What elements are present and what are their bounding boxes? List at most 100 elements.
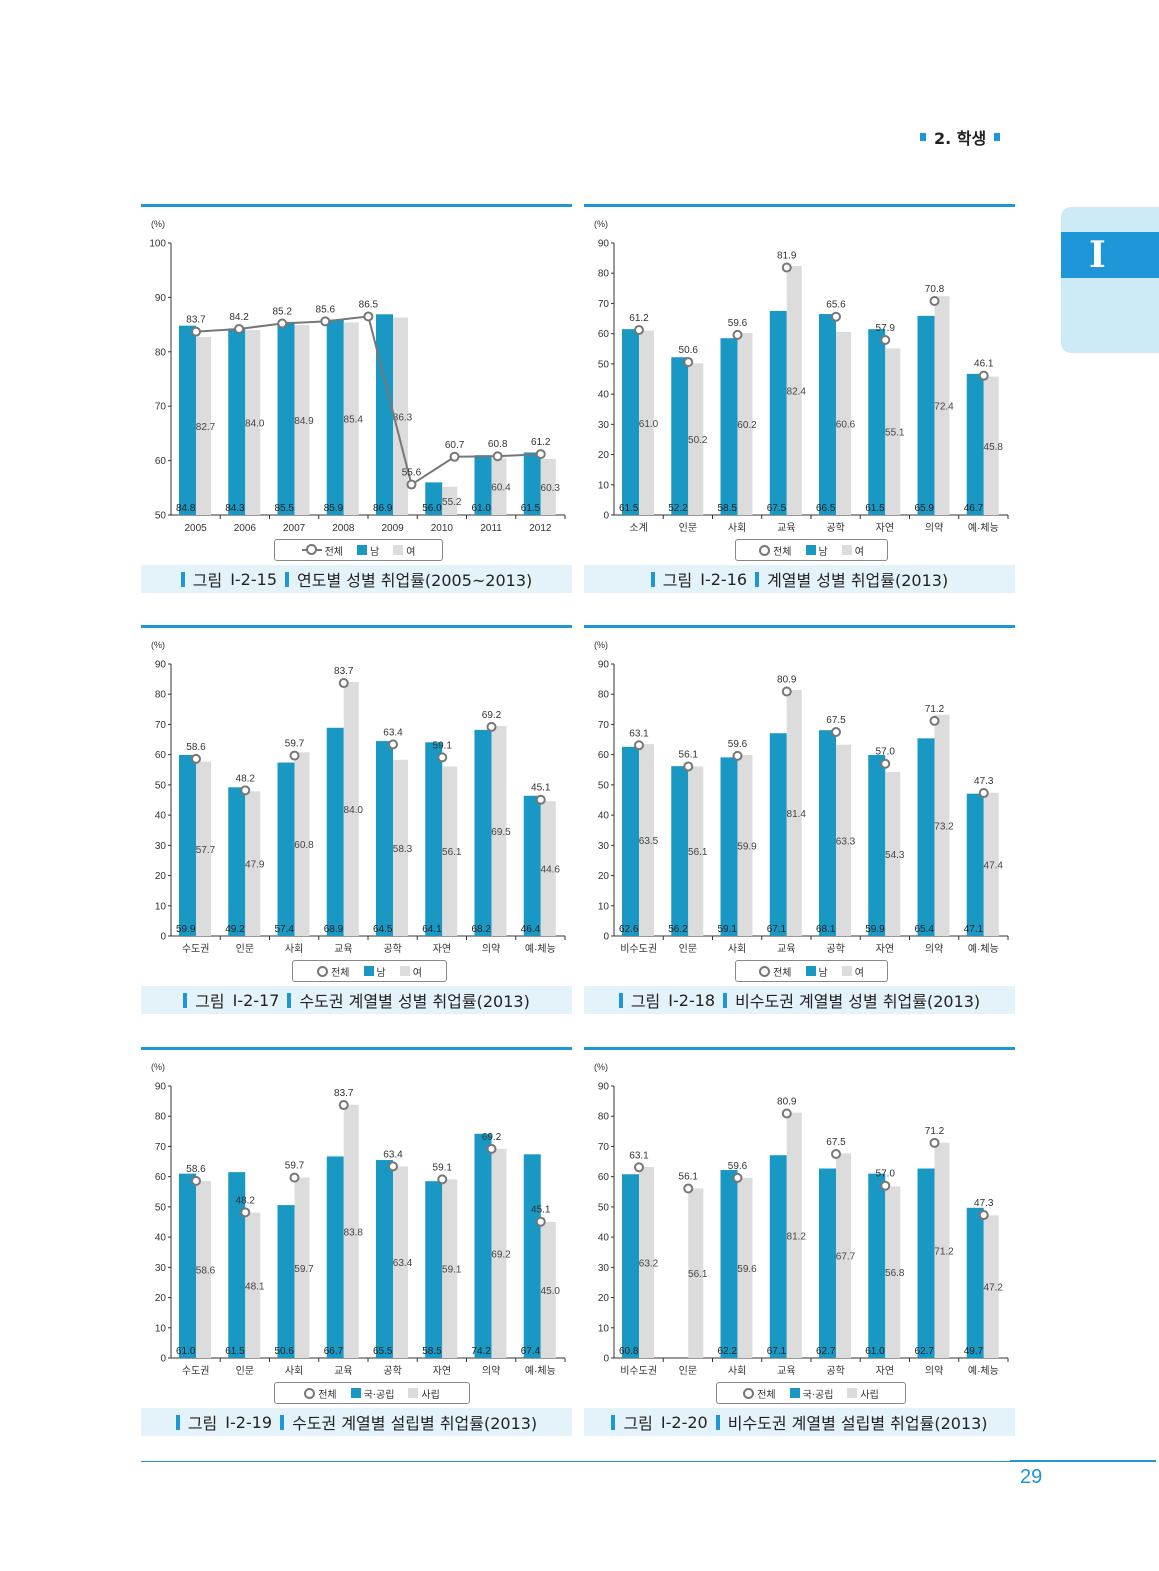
figure-caption: 그림 Ⅰ-2-19 수도권 계열별 설립별 취업률(2013) [141, 1408, 572, 1436]
y-tick-label: 50 [598, 359, 610, 370]
y-tick-label: 80 [598, 1112, 610, 1123]
total-value-label: 71.2 [925, 1126, 945, 1137]
secondary-value-label: 45.8 [984, 442, 1004, 453]
bar-사립 [639, 1166, 654, 1358]
total-value-label: 85.6 [316, 304, 336, 315]
total-value-label: 50.6 [679, 345, 699, 356]
chart-panel: (%) 0 10 20 30 40 50 60 70 80 90 소계 61.5 61.0 인문 52.2 50… [584, 204, 1015, 593]
primary-value-label: 84.3 [225, 503, 245, 514]
x-category-label: 인문 [679, 522, 697, 534]
total-value-label: 46.1 [974, 359, 994, 370]
marker-전체 [535, 1216, 546, 1227]
total-value-label: 55.6 [402, 468, 422, 479]
bar-여 [491, 458, 507, 515]
total-value-label: 63.4 [383, 727, 403, 738]
legend-label: 남 [818, 546, 828, 558]
legend-label: 전체 [331, 967, 350, 979]
bar-남 [917, 738, 935, 936]
bar-사립 [836, 1153, 851, 1358]
y-tick-label: 40 [155, 811, 167, 822]
primary-value-label: 85.9 [324, 503, 344, 514]
marker-전체 [388, 1161, 398, 1172]
legend-marker-icon [301, 544, 322, 555]
x-category-label: 의약 [482, 943, 500, 955]
legend-label: 전체 [324, 546, 343, 558]
x-category-label: 인문 [236, 1365, 254, 1377]
legend-item: 전체 [304, 1386, 337, 1401]
primary-value-label: 65.9 [915, 503, 935, 514]
primary-value-label: 62.2 [718, 1346, 738, 1357]
x-category-label: 교육 [777, 1365, 795, 1377]
caption-bar-icon [723, 992, 728, 1008]
bar-여 [442, 486, 458, 515]
y-unit-label: (%) [594, 219, 608, 229]
bar-남 [720, 338, 738, 515]
x-category-label: 의약 [925, 522, 943, 534]
y-tick-label: 70 [598, 720, 610, 731]
legend-label: 남 [818, 967, 828, 979]
caption-title: 계열별 성별 취업률(2013) [767, 571, 949, 590]
x-category-label: 예·체능 [968, 943, 999, 955]
marker-전체 [338, 1100, 349, 1111]
legend-label: 남 [376, 967, 386, 979]
secondary-value-label: 69.5 [491, 827, 511, 838]
bar-여 [393, 759, 408, 936]
y-tick-label: 30 [598, 841, 610, 852]
primary-value-label: 68.2 [472, 924, 492, 935]
bar-여 [393, 317, 408, 515]
x-category-label: 2009 [382, 523, 405, 534]
chart-legend: 전체 남 여 [735, 539, 888, 561]
total-value-label: 59.7 [285, 1161, 305, 1172]
total-value-label: 48.2 [236, 1195, 256, 1206]
bar-국·공립 [277, 1205, 295, 1358]
caption-bar-icon [618, 992, 623, 1008]
bar-국·공립 [966, 1207, 984, 1358]
bar-여 [196, 761, 211, 936]
y-tick-label: 100 [149, 239, 166, 250]
total-value-label: 70.8 [925, 284, 945, 295]
caption-bar-icon [175, 1414, 180, 1430]
chart-panel: (%) 50 60 70 80 90 100 2005 84.8 82.7 2006 84.3 84.0… [141, 204, 572, 593]
legend-marker-icon [317, 965, 329, 977]
chart-legend: 전체 남 여 [735, 960, 888, 982]
caption-number: Ⅰ-2-15 [230, 569, 277, 589]
primary-value-label: 61.5 [521, 503, 541, 514]
secondary-value-label: 86.3 [393, 412, 413, 423]
primary-value-label: 46.4 [521, 924, 541, 935]
x-category-label: 2006 [234, 523, 257, 534]
marker-전체 [320, 316, 331, 327]
x-category-label: 비수도권 [620, 1365, 657, 1377]
legend-swatch-icon [399, 966, 410, 976]
bar-사립 [688, 1188, 704, 1358]
bar-여 [737, 754, 753, 936]
total-value-label: 84.2 [229, 312, 249, 323]
x-category-label: 공학 [826, 1365, 844, 1377]
secondary-value-label: 63.3 [836, 836, 856, 847]
total-value-label: 63.1 [629, 728, 649, 739]
bar-chart: (%) 0 10 20 30 40 50 60 70 80 90 수도권 61.0 58.6 인문 61.5 4… [151, 1062, 566, 1377]
primary-value-label: 50.6 [275, 1346, 295, 1357]
total-value-label: 69.2 [482, 710, 502, 721]
secondary-value-label: 56.1 [442, 847, 462, 858]
legend-item: 사립 [847, 1386, 879, 1401]
bar-남 [425, 482, 443, 515]
marker-전체 [732, 329, 743, 340]
y-tick-label: 20 [598, 450, 610, 461]
marker-전체 [831, 1149, 841, 1159]
x-category-label: 인문 [679, 1365, 697, 1377]
marker-전체 [486, 721, 497, 732]
total-value-label: 65.6 [826, 300, 846, 311]
panel-top-rule [141, 204, 572, 207]
figure-caption: 그림 Ⅰ-2-18 비수도권 계열별 성별 취업률(2013) [584, 986, 1015, 1014]
marker-전체 [929, 715, 940, 726]
chart-panel: (%) 0 10 20 30 40 50 60 70 80 90 비수도권 62.6 63.5 인문 56.2… [584, 625, 1015, 1014]
total-value-label: 80.9 [777, 1097, 797, 1108]
caption-title: 비수도권 계열별 성별 취업률(2013) [735, 992, 981, 1011]
bar-남 [326, 319, 344, 515]
secondary-value-label: 83.8 [344, 1227, 364, 1238]
total-value-label: 69.2 [482, 1132, 502, 1143]
caption-prefix: 그림 [195, 992, 225, 1011]
x-category-label: 2007 [283, 523, 306, 534]
legend-swatch-icon [408, 1388, 419, 1398]
primary-value-label: 67.1 [767, 924, 787, 935]
